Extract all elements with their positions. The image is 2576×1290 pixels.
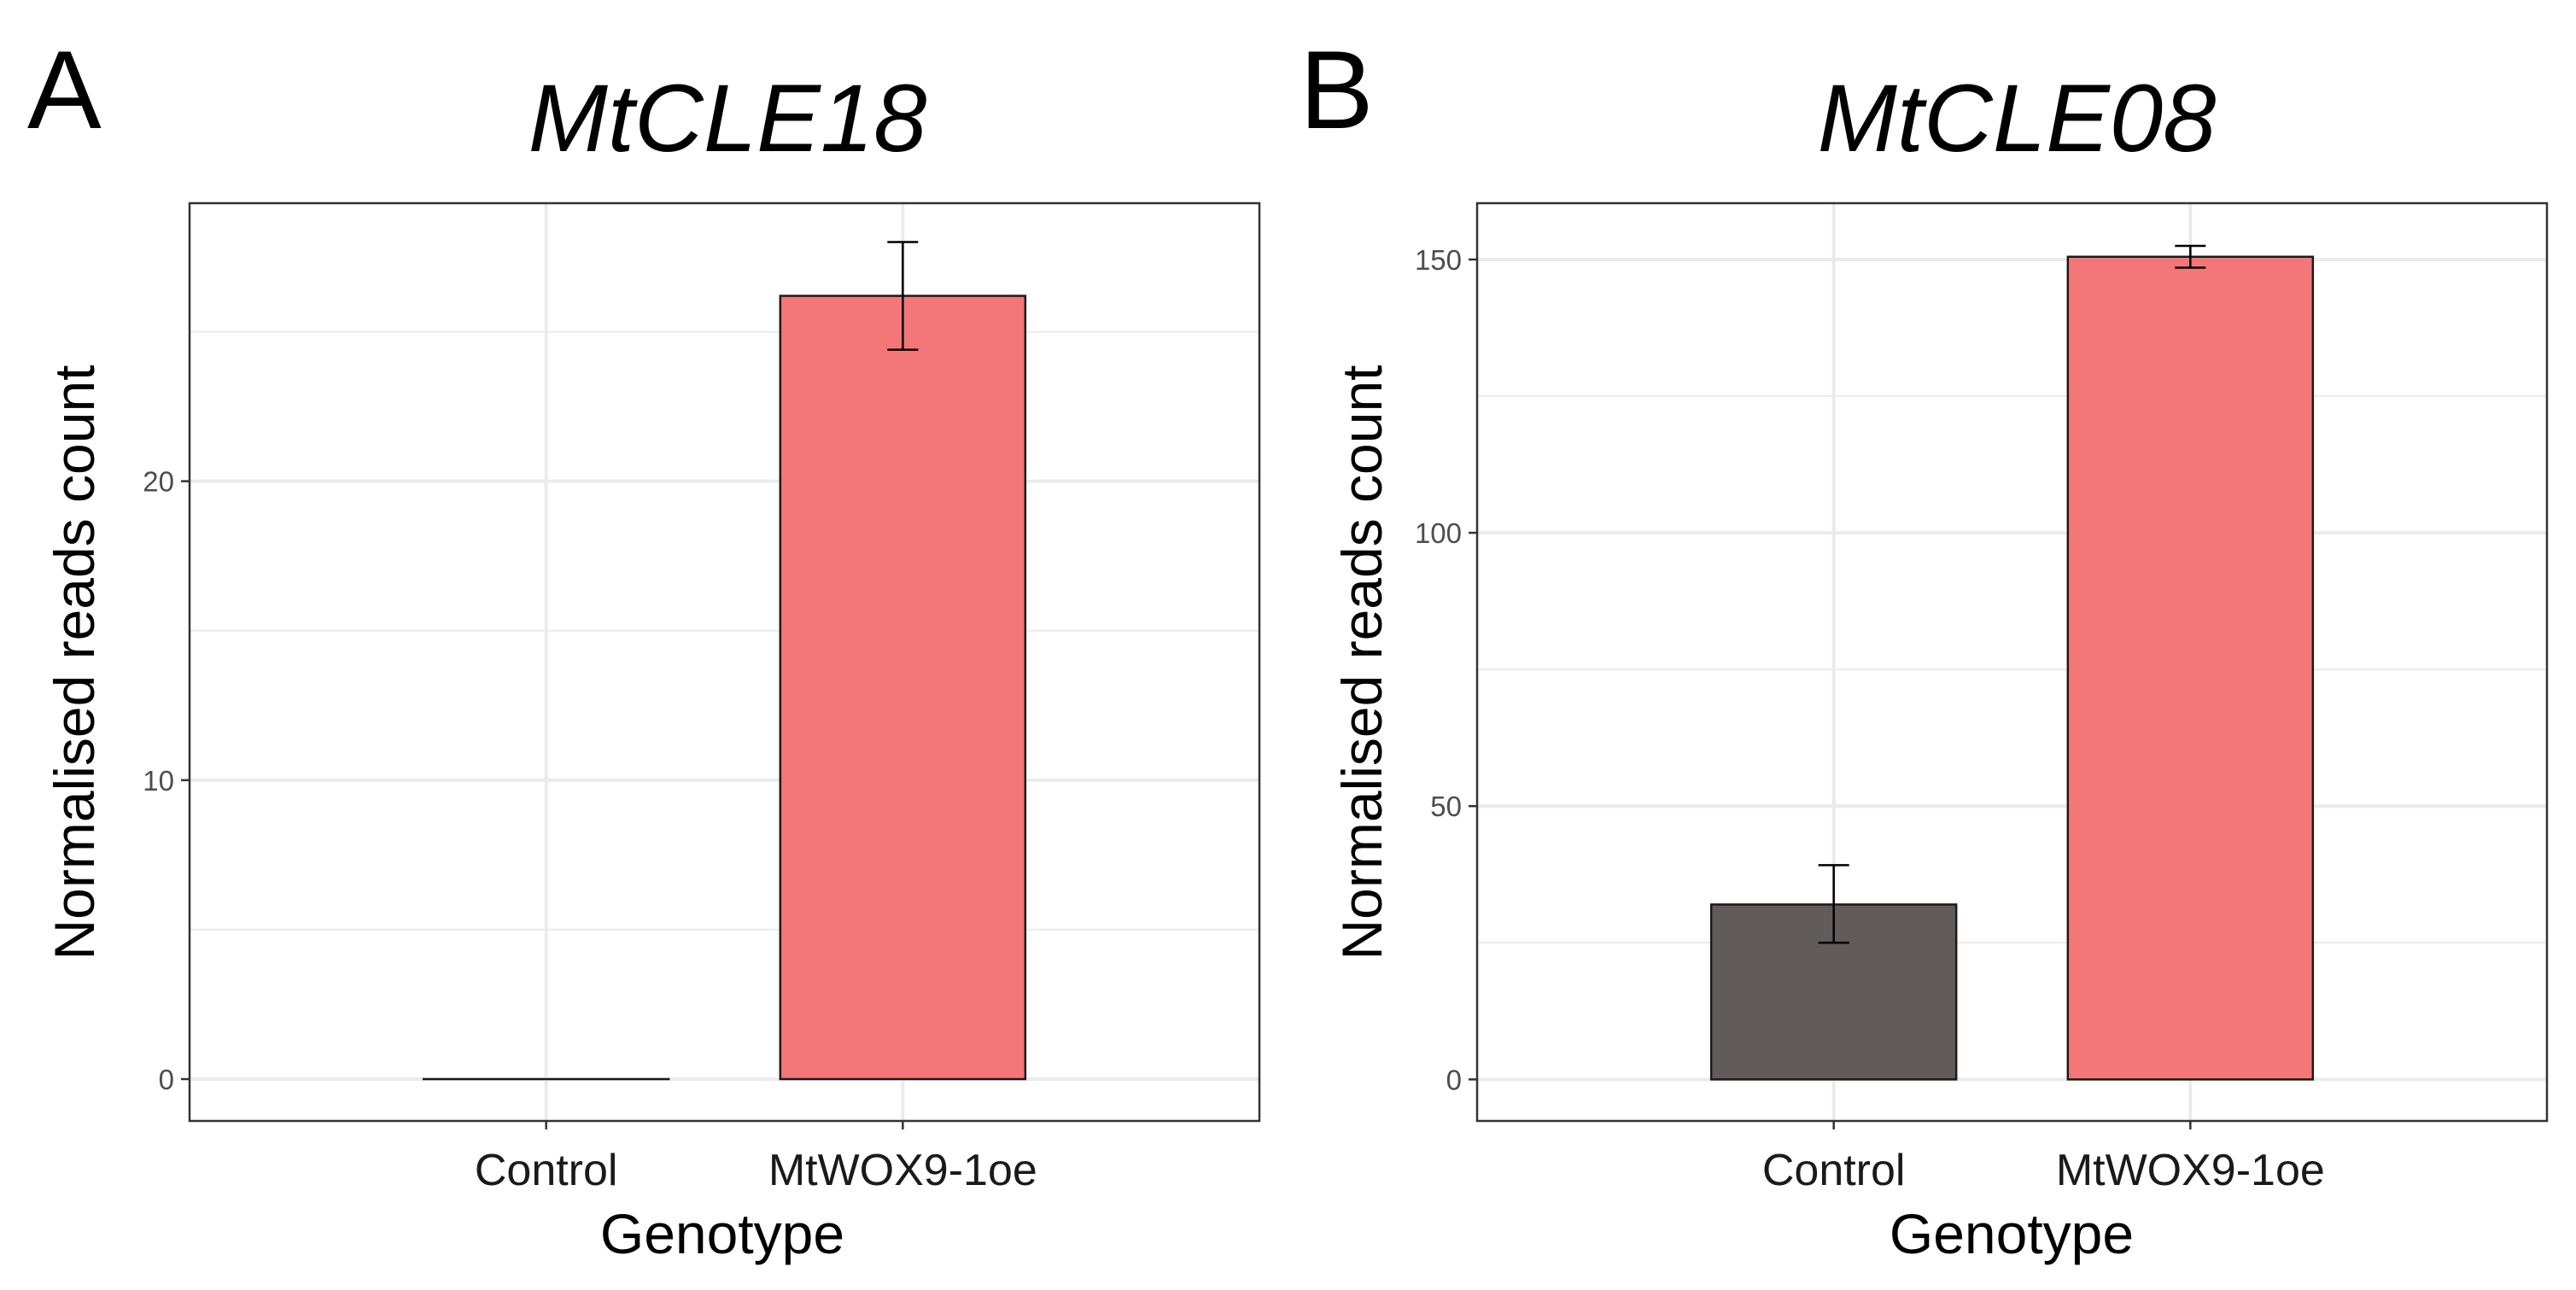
x-tick-label: Control	[475, 1146, 618, 1195]
panel-b-title: MtCLE08	[1818, 65, 2217, 172]
panel-b-gridlines	[1477, 203, 2547, 1121]
x-tick-label: MtWOX9-1oe	[768, 1146, 1037, 1195]
panel-a-y-axis-title: Normalised reads count	[43, 365, 106, 960]
panel-a-bars	[422, 295, 1027, 1081]
panel-a-plot-border	[188, 201, 1261, 1123]
panel-a-title: MtCLE18	[529, 65, 927, 172]
panel-a-x-axis: Control MtWOX9-1oe	[475, 1121, 1037, 1195]
panel-b-y-axis-title: Normalised reads count	[1330, 365, 1393, 960]
panel-b: B MtCLE08 0 50 100 150 Control MtWOX9-1oe Ge…	[1300, 27, 2549, 1265]
panel-b-bars	[1709, 255, 2315, 1081]
y-tick-label: 0	[159, 1064, 174, 1095]
x-tick-label: Control	[1762, 1146, 1906, 1195]
panel-b-y-axis: 0 50 100 150	[1415, 244, 1477, 1095]
panel-a: A MtCLE18 0 10 20 Control MtWOX9-1oe Genoty…	[27, 27, 1261, 1265]
panel-b-plot-border	[1475, 201, 2549, 1123]
y-tick-label: 20	[143, 466, 174, 498]
error-bar-control	[1818, 864, 1849, 944]
panel-a-letter: A	[27, 27, 102, 152]
y-tick-label: 150	[1415, 244, 1462, 276]
panel-a-y-axis: 0 10 20	[143, 466, 190, 1095]
panel-b-x-axis: Control MtWOX9-1oe	[1762, 1121, 2325, 1195]
x-tick-label: MtWOX9-1oe	[2056, 1146, 2325, 1195]
error-bar-mtwox9-1oe	[2175, 244, 2206, 269]
y-tick-label: 10	[143, 765, 174, 797]
y-tick-label: 50	[1430, 791, 1462, 822]
panel-b-letter: B	[1300, 27, 1374, 152]
bar-mtwox9-1oe	[779, 295, 1027, 1081]
panel-b-error-bars	[1818, 244, 2206, 944]
y-tick-label: 100	[1415, 517, 1462, 549]
panel-a-error-bars	[887, 241, 919, 351]
y-tick-label: 0	[1446, 1064, 1462, 1095]
bar-mtwox9-1oe	[2066, 255, 2315, 1081]
error-bar-mtwox9-1oe	[887, 241, 919, 351]
panel-a-x-axis-title: Genotype	[600, 1202, 844, 1265]
panel-a-gridlines	[190, 203, 1259, 1121]
panel-b-x-axis-title: Genotype	[1890, 1202, 2134, 1265]
